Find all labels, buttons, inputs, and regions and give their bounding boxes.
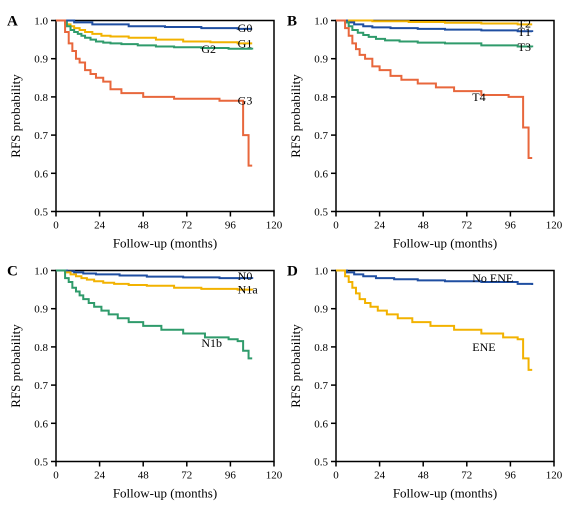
y-tick-label: 1.0 bbox=[314, 16, 328, 28]
x-tick-label: 72 bbox=[461, 220, 472, 232]
y-tick-label: 1.0 bbox=[34, 266, 48, 278]
series-G1 bbox=[56, 21, 252, 44]
series-label-T4: T4 bbox=[472, 90, 485, 104]
y-tick-label: 0.9 bbox=[34, 54, 48, 66]
x-tick-label: 24 bbox=[94, 470, 106, 482]
x-axis-title: Follow-up (months) bbox=[393, 486, 497, 501]
x-tick-label: 24 bbox=[374, 470, 386, 482]
y-tick-label: 0.9 bbox=[314, 304, 328, 316]
series-label-N0: N0 bbox=[238, 269, 253, 283]
x-tick-label: 120 bbox=[546, 470, 563, 482]
y-tick-label: 0.5 bbox=[34, 457, 48, 469]
series-label-N1a: N1a bbox=[238, 283, 259, 297]
series-label-G3: G3 bbox=[238, 94, 253, 108]
series-label-T3: T3 bbox=[518, 40, 531, 54]
y-tick-label: 1.0 bbox=[314, 266, 328, 278]
series-label-G2: G2 bbox=[201, 42, 216, 56]
y-tick-label: 0.6 bbox=[34, 418, 48, 430]
x-tick-label: 96 bbox=[505, 220, 517, 232]
x-tick-label: 48 bbox=[138, 220, 150, 232]
panel-C: C 0 24 48 72 96 120 0.5 0.6 0.7 0.8 0.9 1.0 Follow-up… bbox=[4, 258, 284, 508]
panel-A: A 0 24 48 72 96 120 0.5 0.6 0.7 0.8 0.9 1.0 Follow-up… bbox=[4, 8, 284, 258]
series-ENE bbox=[336, 271, 532, 370]
x-tick-label: 120 bbox=[266, 470, 283, 482]
y-tick-label: 0.6 bbox=[314, 168, 328, 180]
y-tick-label: 0.9 bbox=[34, 304, 48, 316]
series-label-No ENE: No ENE bbox=[472, 271, 513, 285]
x-tick-label: 48 bbox=[138, 470, 150, 482]
y-tick-label: 0.7 bbox=[314, 130, 328, 142]
y-tick-label: 0.5 bbox=[314, 207, 328, 219]
y-tick-label: 0.6 bbox=[34, 168, 48, 180]
x-axis-title: Follow-up (months) bbox=[113, 486, 217, 501]
x-tick-label: 0 bbox=[333, 470, 339, 482]
y-axis-title: RFS probability bbox=[288, 324, 303, 408]
panel-B: B 0 24 48 72 96 120 0.5 0.6 0.7 0.8 0.9 1.0 Follow-up… bbox=[284, 8, 564, 258]
y-tick-label: 0.5 bbox=[314, 457, 328, 469]
y-axis-title: RFS probability bbox=[8, 74, 23, 158]
x-axis-title: Follow-up (months) bbox=[393, 236, 497, 251]
y-tick-label: 0.9 bbox=[314, 54, 328, 66]
y-axis-title: RFS probability bbox=[288, 74, 303, 158]
y-tick-label: 0.7 bbox=[34, 380, 48, 392]
y-tick-label: 0.7 bbox=[314, 380, 328, 392]
plot-frame bbox=[336, 271, 554, 462]
x-tick-label: 48 bbox=[418, 220, 430, 232]
series-T4 bbox=[336, 21, 532, 159]
x-tick-label: 72 bbox=[181, 220, 192, 232]
series-label-ENE: ENE bbox=[472, 340, 495, 354]
x-tick-label: 24 bbox=[94, 220, 106, 232]
series-G0 bbox=[56, 21, 252, 29]
y-tick-label: 1.0 bbox=[34, 16, 48, 28]
x-tick-label: 72 bbox=[181, 470, 192, 482]
x-tick-label: 96 bbox=[225, 220, 237, 232]
y-tick-label: 0.8 bbox=[314, 92, 328, 104]
y-tick-label: 0.8 bbox=[34, 342, 48, 354]
panel-letter: B bbox=[287, 14, 297, 30]
x-tick-label: 24 bbox=[374, 220, 386, 232]
y-tick-label: 0.5 bbox=[34, 207, 48, 219]
x-tick-label: 120 bbox=[546, 220, 563, 232]
x-tick-label: 0 bbox=[53, 470, 59, 482]
y-tick-label: 0.6 bbox=[314, 418, 328, 430]
series-label-N1b: N1b bbox=[201, 336, 222, 350]
y-tick-label: 0.8 bbox=[314, 342, 328, 354]
panel-grid: A 0 24 48 72 96 120 0.5 0.6 0.7 0.8 0.9 1.0 Follow-up… bbox=[0, 0, 568, 502]
panel-letter: D bbox=[287, 264, 298, 280]
y-axis-title: RFS probability bbox=[8, 324, 23, 408]
series-N1b bbox=[56, 271, 252, 359]
panel-letter: C bbox=[7, 264, 18, 280]
x-tick-label: 48 bbox=[418, 470, 430, 482]
x-tick-label: 96 bbox=[505, 470, 517, 482]
y-tick-label: 0.7 bbox=[34, 130, 48, 142]
x-tick-label: 72 bbox=[461, 470, 472, 482]
series-label-G0: G0 bbox=[238, 21, 253, 35]
panel-D: D 0 24 48 72 96 120 0.5 0.6 0.7 0.8 0.9 1.0 Follow-up… bbox=[284, 258, 564, 508]
panel-letter: A bbox=[7, 14, 18, 30]
x-tick-label: 0 bbox=[53, 220, 59, 232]
x-tick-label: 0 bbox=[333, 220, 339, 232]
x-tick-label: 120 bbox=[266, 220, 283, 232]
series-G2 bbox=[56, 21, 252, 50]
series-label-T1: T1 bbox=[518, 25, 531, 39]
x-tick-label: 96 bbox=[225, 470, 237, 482]
x-axis-title: Follow-up (months) bbox=[113, 236, 217, 251]
y-tick-label: 0.8 bbox=[34, 92, 48, 104]
